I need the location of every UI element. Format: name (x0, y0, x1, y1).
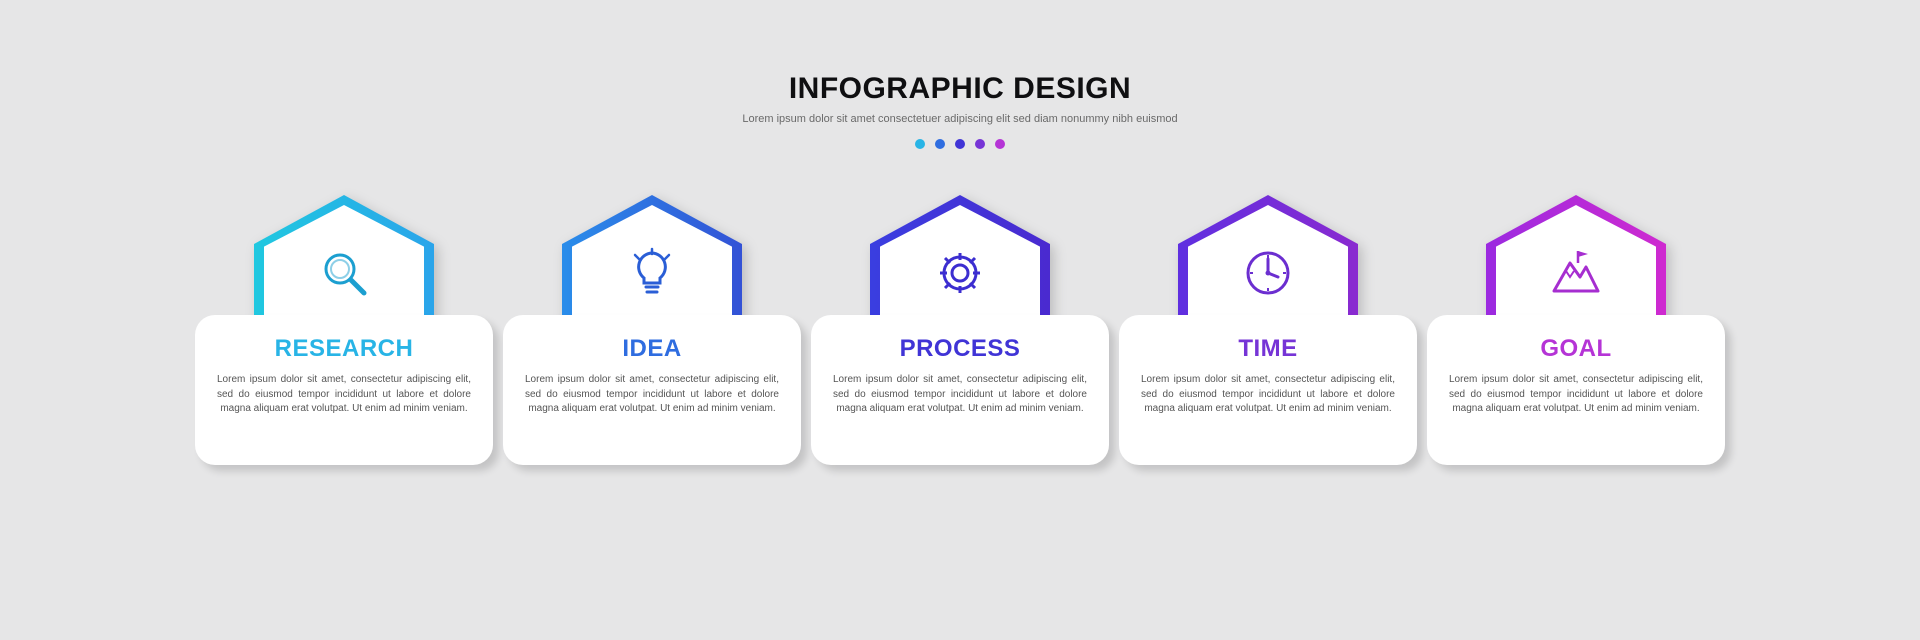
accent-dot (975, 139, 985, 149)
accent-dot (995, 139, 1005, 149)
page-subtitle: Lorem ipsum dolor sit amet consectetuer … (0, 112, 1920, 127)
step-3: PROCESS Lorem ipsum dolor sit amet, conse… (811, 195, 1109, 465)
step-4: TIME Lorem ipsum dolor sit amet, consecte… (1119, 195, 1417, 465)
step-5: GOAL Lorem ipsum dolor sit amet, consecte… (1427, 195, 1725, 465)
step-pentagon (562, 195, 742, 335)
step-pentagon (870, 195, 1050, 335)
step-title: TIME (1141, 335, 1395, 363)
step-body: Lorem ipsum dolor sit amet, consectetur … (1141, 373, 1395, 417)
step-card: IDEA Lorem ipsum dolor sit amet, consecte… (503, 315, 801, 465)
accent-dot (915, 139, 925, 149)
header: INFOGRAPHIC DESIGN Lorem ipsum dolor sit… (0, 72, 1920, 149)
step-title: IDEA (525, 335, 779, 363)
clock-icon (1238, 243, 1298, 303)
step-body: Lorem ipsum dolor sit amet, consectetur … (1449, 373, 1703, 417)
step-pentagon (254, 195, 434, 335)
step-title: GOAL (1449, 335, 1703, 363)
step-body: Lorem ipsum dolor sit amet, consectetur … (217, 373, 471, 417)
step-2: IDEA Lorem ipsum dolor sit amet, consecte… (503, 195, 801, 465)
lightbulb-icon (622, 243, 682, 303)
step-card: GOAL Lorem ipsum dolor sit amet, consecte… (1427, 315, 1725, 465)
step-card: TIME Lorem ipsum dolor sit amet, consecte… (1119, 315, 1417, 465)
step-card: RESEARCH Lorem ipsum dolor sit amet, cons… (195, 315, 493, 465)
color-dots (0, 139, 1920, 149)
step-card: PROCESS Lorem ipsum dolor sit amet, conse… (811, 315, 1109, 465)
steps-row: RESEARCH Lorem ipsum dolor sit amet, cons… (0, 195, 1920, 465)
magnifier-icon (314, 243, 374, 303)
step-body: Lorem ipsum dolor sit amet, consectetur … (525, 373, 779, 417)
accent-dot (955, 139, 965, 149)
step-title: RESEARCH (217, 335, 471, 363)
step-pentagon (1486, 195, 1666, 335)
step-body: Lorem ipsum dolor sit amet, consectetur … (833, 373, 1087, 417)
step-title: PROCESS (833, 335, 1087, 363)
accent-dot (935, 139, 945, 149)
step-pentagon (1178, 195, 1358, 335)
page-title: INFOGRAPHIC DESIGN (0, 72, 1920, 106)
step-1: RESEARCH Lorem ipsum dolor sit amet, cons… (195, 195, 493, 465)
gear-icon (930, 243, 990, 303)
mountain-flag-icon (1546, 243, 1606, 303)
